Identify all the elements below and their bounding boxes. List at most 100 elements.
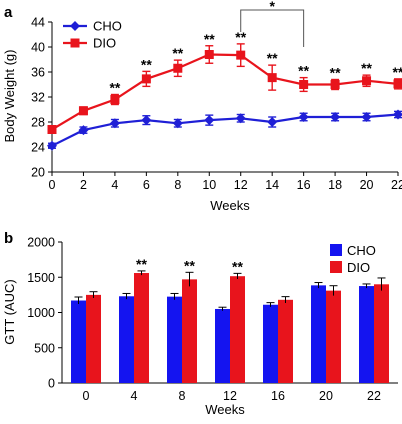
panel-a-significance-label: ** — [109, 80, 120, 96]
panel-a-point-cho — [330, 112, 341, 122]
panel-a-point-cho — [393, 109, 402, 120]
panel-a-bracket-label: * — [269, 0, 275, 14]
panel-b-legend-swatch — [330, 244, 342, 256]
panel-b-x-tick-label: 12 — [223, 389, 237, 403]
panel-a-significance-label: ** — [141, 56, 152, 72]
panel-a-significance-label: ** — [235, 29, 246, 45]
panel-a-y-tick-label: 40 — [31, 41, 45, 55]
panel-a-point-dio — [141, 74, 151, 84]
panel-a-point-dio — [47, 125, 57, 134]
panel-a-legend-label: CHO — [93, 19, 122, 34]
panel-a-y-tick-label: 32 — [31, 91, 45, 105]
panel-a-significance-label: ** — [361, 60, 372, 76]
panel-b-bar-cho — [215, 308, 230, 383]
panel-b-x-tick-label: 8 — [179, 389, 186, 403]
panel-a-marks: ********************* — [47, 0, 402, 151]
panel-b-bar-cho — [167, 296, 182, 383]
panel-a-x-tick-label: 20 — [360, 178, 374, 192]
panel-b-y-tick-label: 1500 — [27, 271, 55, 285]
panel-b-x-tick-label: 16 — [271, 389, 285, 403]
panel-b-legend-swatch — [330, 261, 342, 273]
panel-b-bar-cho — [119, 296, 134, 383]
panel-a-point-dio — [393, 79, 402, 89]
panel-b-legend-label: CHO — [347, 243, 376, 258]
panel-b-x-axis-title: Weeks — [205, 402, 245, 417]
panel-b-bar-dio — [374, 284, 389, 383]
panel-a-point-dio — [330, 80, 340, 89]
panel-a-y-tick-label: 28 — [31, 116, 45, 130]
panel-b-x-tick-label: 20 — [319, 389, 333, 403]
panel-b-bar-cho — [359, 286, 374, 383]
panel-a-legend-marker — [70, 38, 80, 48]
panel-a-x-axis-title: Weeks — [210, 198, 250, 213]
panel-b-bar-dio — [230, 276, 245, 383]
panel-b-bar-cho — [311, 285, 326, 383]
panel-a-x-tick-label: 4 — [111, 178, 118, 192]
panel-a-point-cho — [361, 112, 372, 122]
panel-a-significance-label: ** — [267, 50, 278, 66]
panel-b-x-tick-label: 0 — [83, 389, 90, 403]
panel-b-bar-dio — [86, 294, 101, 383]
panel-b-y-tick-label: 2000 — [27, 236, 55, 250]
panel-a-y-tick-label: 36 — [31, 66, 45, 80]
panel-a-series-line-dio — [51, 53, 399, 131]
panel-a-x-tick-label: 22 — [391, 178, 402, 192]
panel-a-significance-label: ** — [330, 65, 341, 81]
panel-b-significance-label: ** — [232, 258, 243, 274]
panel-a-legend-label: DIO — [93, 36, 116, 51]
panel-a-point-dio — [299, 80, 309, 89]
panel-b-y-tick-label: 0 — [48, 377, 55, 391]
panel-b-significance-label: ** — [136, 256, 147, 272]
panel-a-point-cho — [298, 112, 309, 122]
panel-a-point-cho — [235, 113, 246, 124]
panel-a-comparison-bracket — [240, 9, 305, 47]
panel-a-point-dio — [236, 50, 246, 60]
panel-b-significance-label: ** — [184, 257, 195, 273]
panel-a-significance-label: ** — [172, 45, 183, 61]
panel-a-x-tick-label: 14 — [265, 178, 279, 192]
panel-a-x-tick-label: 18 — [328, 178, 342, 192]
panel-b-bar-dio — [134, 273, 149, 383]
panel-a-point-cho — [141, 115, 152, 126]
panel-a-legend: CHO DIO — [63, 19, 122, 51]
panel-b-marks: ** ** ** — [71, 256, 389, 383]
panel-b-legend: CHO DIO — [330, 243, 376, 275]
panel-a-x-tick-label: 6 — [143, 178, 150, 192]
panel-a-x-tick-label: 12 — [234, 178, 248, 192]
panel-b-y-axis-title: GTT (AUC) — [2, 279, 17, 344]
panel-a-series-line-cho — [51, 113, 399, 147]
panel-b-x-tick-label: 4 — [131, 389, 138, 403]
panel-a-x-tick-label: 2 — [80, 178, 87, 192]
panel-b-label: b — [4, 230, 13, 247]
panel-b-bar-dio — [278, 299, 293, 383]
panel-a-point-dio — [267, 73, 277, 83]
panel-a-y-tick-label: 44 — [31, 16, 45, 30]
panel-a-x-tick-label: 8 — [174, 178, 181, 192]
panel-b-y-tick-label: 1000 — [27, 306, 55, 320]
panel-a-label: a — [4, 4, 13, 21]
panel-b-bar-dio — [326, 290, 341, 383]
panel-a-point-dio — [110, 95, 120, 104]
panel-a-point-cho — [78, 125, 89, 136]
panel-a-point-dio — [204, 50, 214, 59]
panel-a-point-cho — [109, 118, 120, 129]
panel-a-point-cho — [47, 140, 57, 151]
panel-a-y-axis-title: Body Weight (g) — [2, 50, 17, 143]
panel-b-y-tick-label: 500 — [34, 341, 55, 355]
panel-a-point-dio — [78, 106, 88, 116]
panel-a-x-tick-label: 16 — [297, 178, 311, 192]
panel-b-axes: 0 500 1000 1500 2000 0 4 8 12 16 20 22 — [27, 236, 398, 403]
panel-a-y-tick-label: 20 — [31, 166, 45, 180]
panel-b-bar-cho — [71, 300, 86, 383]
panel-a-legend-marker — [70, 21, 80, 31]
panel-a-point-dio — [173, 63, 183, 73]
panel-b-gtt-chart: b 0 500 1000 1500 2000 0 4 8 12 16 20 22 ** ** ** Wee… — [2, 230, 398, 417]
panel-b-bar-cho — [263, 304, 278, 383]
panel-a-point-cho — [267, 117, 278, 127]
panel-a-significance-label: ** — [298, 63, 309, 79]
panel-a-point-dio — [362, 76, 372, 86]
panel-a-point-cho — [172, 118, 183, 129]
panel-a-y-tick-label: 24 — [31, 141, 45, 155]
